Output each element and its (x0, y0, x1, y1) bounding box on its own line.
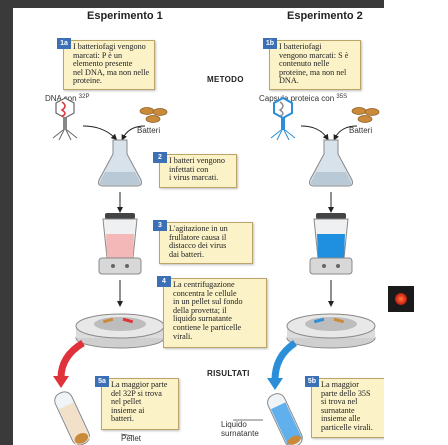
diagram-graphics (52, 96, 380, 445)
box-1a: 1a I batteriofagi vengono marcati: P è u… (57, 38, 155, 90)
flask-icon (309, 139, 353, 187)
flask-icon (98, 139, 142, 187)
phage-icon (270, 96, 296, 141)
badge-1b: 1b (263, 38, 277, 49)
exp1-dna-label: DNA con 32P (45, 94, 90, 103)
box-step4: 4 La centrifugazione concentra le cellul… (157, 276, 267, 348)
badge-5b: 5b (305, 376, 319, 387)
side-area (384, 0, 448, 445)
box-step2: 2 I batteri vengono infettati con i viru… (153, 152, 237, 188)
box-1b: 1b I batteriofagi vengono marcati: S è c… (263, 38, 361, 90)
box-1b-text: I batteriofagi vengono marcati: S è cont… (279, 42, 349, 86)
test-tube-icon (54, 391, 91, 445)
phage-icon (52, 97, 78, 141)
badge-5a: 5a (95, 376, 109, 387)
bacteria-icon (139, 107, 168, 123)
badge-step4: 4 (157, 276, 171, 287)
step3-text: L'agitazione in un frullatore causa il d… (169, 224, 228, 259)
result5a-text: La maggior parte del 32P si trova nel pe… (111, 380, 168, 424)
badge-step3: 3 (153, 220, 167, 231)
badge-step2: 2 (153, 152, 167, 163)
exp2-capsule-label: Capsula proteica con 35S (259, 94, 348, 103)
blender-icon (309, 213, 353, 275)
liquid-label: Liquido surnatante (221, 420, 259, 438)
box-1a-text: I batteriofagi vengono marcati: P è un e… (73, 42, 150, 86)
step4-text: La centrifugazione concentra le cellule … (173, 280, 243, 341)
bacteria-icon (351, 107, 380, 123)
test-tube-icon (267, 393, 303, 445)
figure-page: Esperimento 1 Esperimento 2 1a I batteri… (13, 8, 384, 445)
box-5a: 5a La maggior parte del 32P si trova nel… (95, 376, 179, 430)
badge-1a: 1a (57, 38, 71, 49)
results-label: RISULTATI (207, 369, 250, 378)
pellet-label: Pellet (121, 434, 142, 443)
experiment1-title: Esperimento 1 (87, 10, 163, 22)
record-indicator (388, 286, 414, 312)
record-dot-icon (395, 293, 407, 305)
box-5b: 5b La maggior parte dello 35S si trova n… (305, 376, 384, 438)
result5b-text: La maggior parte dello 35S si trova nel … (321, 380, 373, 432)
centrifuge-icon (75, 313, 165, 349)
centrifuge-icon (286, 313, 376, 349)
box-step3: 3 L'agitazione in un frullatore causa il… (153, 220, 253, 264)
blender-icon (98, 213, 142, 275)
exp1-bacteria-label: Batteri (137, 126, 161, 135)
document-frame: Esperimento 1 Esperimento 2 1a I batteri… (13, 8, 384, 445)
experiment2-title: Esperimento 2 (287, 10, 363, 22)
exp2-bacteria-label: Batteri (349, 126, 373, 135)
step2-text: I batteri vengono infettati con i virus … (169, 156, 225, 183)
method-label: METODO (207, 75, 244, 84)
